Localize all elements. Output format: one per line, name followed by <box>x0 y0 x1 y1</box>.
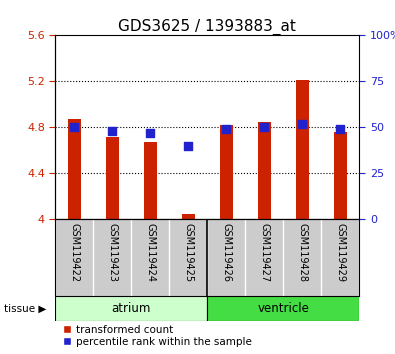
Text: ventricle: ventricle <box>258 302 309 315</box>
Text: atrium: atrium <box>112 302 151 315</box>
Title: GDS3625 / 1393883_at: GDS3625 / 1393883_at <box>118 19 296 35</box>
Point <box>185 143 192 149</box>
Point <box>147 130 154 136</box>
Point <box>261 125 267 130</box>
Legend: transformed count, percentile rank within the sample: transformed count, percentile rank withi… <box>60 322 254 349</box>
Text: GSM119428: GSM119428 <box>297 223 307 282</box>
Point <box>337 126 344 132</box>
Bar <box>106 137 119 219</box>
Bar <box>207 296 359 321</box>
Text: tissue ▶: tissue ▶ <box>4 303 46 313</box>
Text: GSM119423: GSM119423 <box>107 223 117 282</box>
Point <box>109 128 115 134</box>
Text: GSM119425: GSM119425 <box>183 223 194 282</box>
Point <box>223 126 229 132</box>
Bar <box>334 132 347 219</box>
Bar <box>55 296 207 321</box>
Bar <box>296 80 309 219</box>
Text: GSM119427: GSM119427 <box>260 223 269 282</box>
Text: GSM119429: GSM119429 <box>335 223 346 282</box>
Point <box>299 121 306 127</box>
Text: GSM119426: GSM119426 <box>221 223 231 282</box>
Bar <box>144 142 157 219</box>
Text: GSM119422: GSM119422 <box>69 223 79 282</box>
Bar <box>182 214 195 219</box>
Text: GSM119424: GSM119424 <box>145 223 155 282</box>
Point <box>71 125 77 130</box>
Bar <box>220 125 233 219</box>
Bar <box>258 122 271 219</box>
Bar <box>68 119 81 219</box>
